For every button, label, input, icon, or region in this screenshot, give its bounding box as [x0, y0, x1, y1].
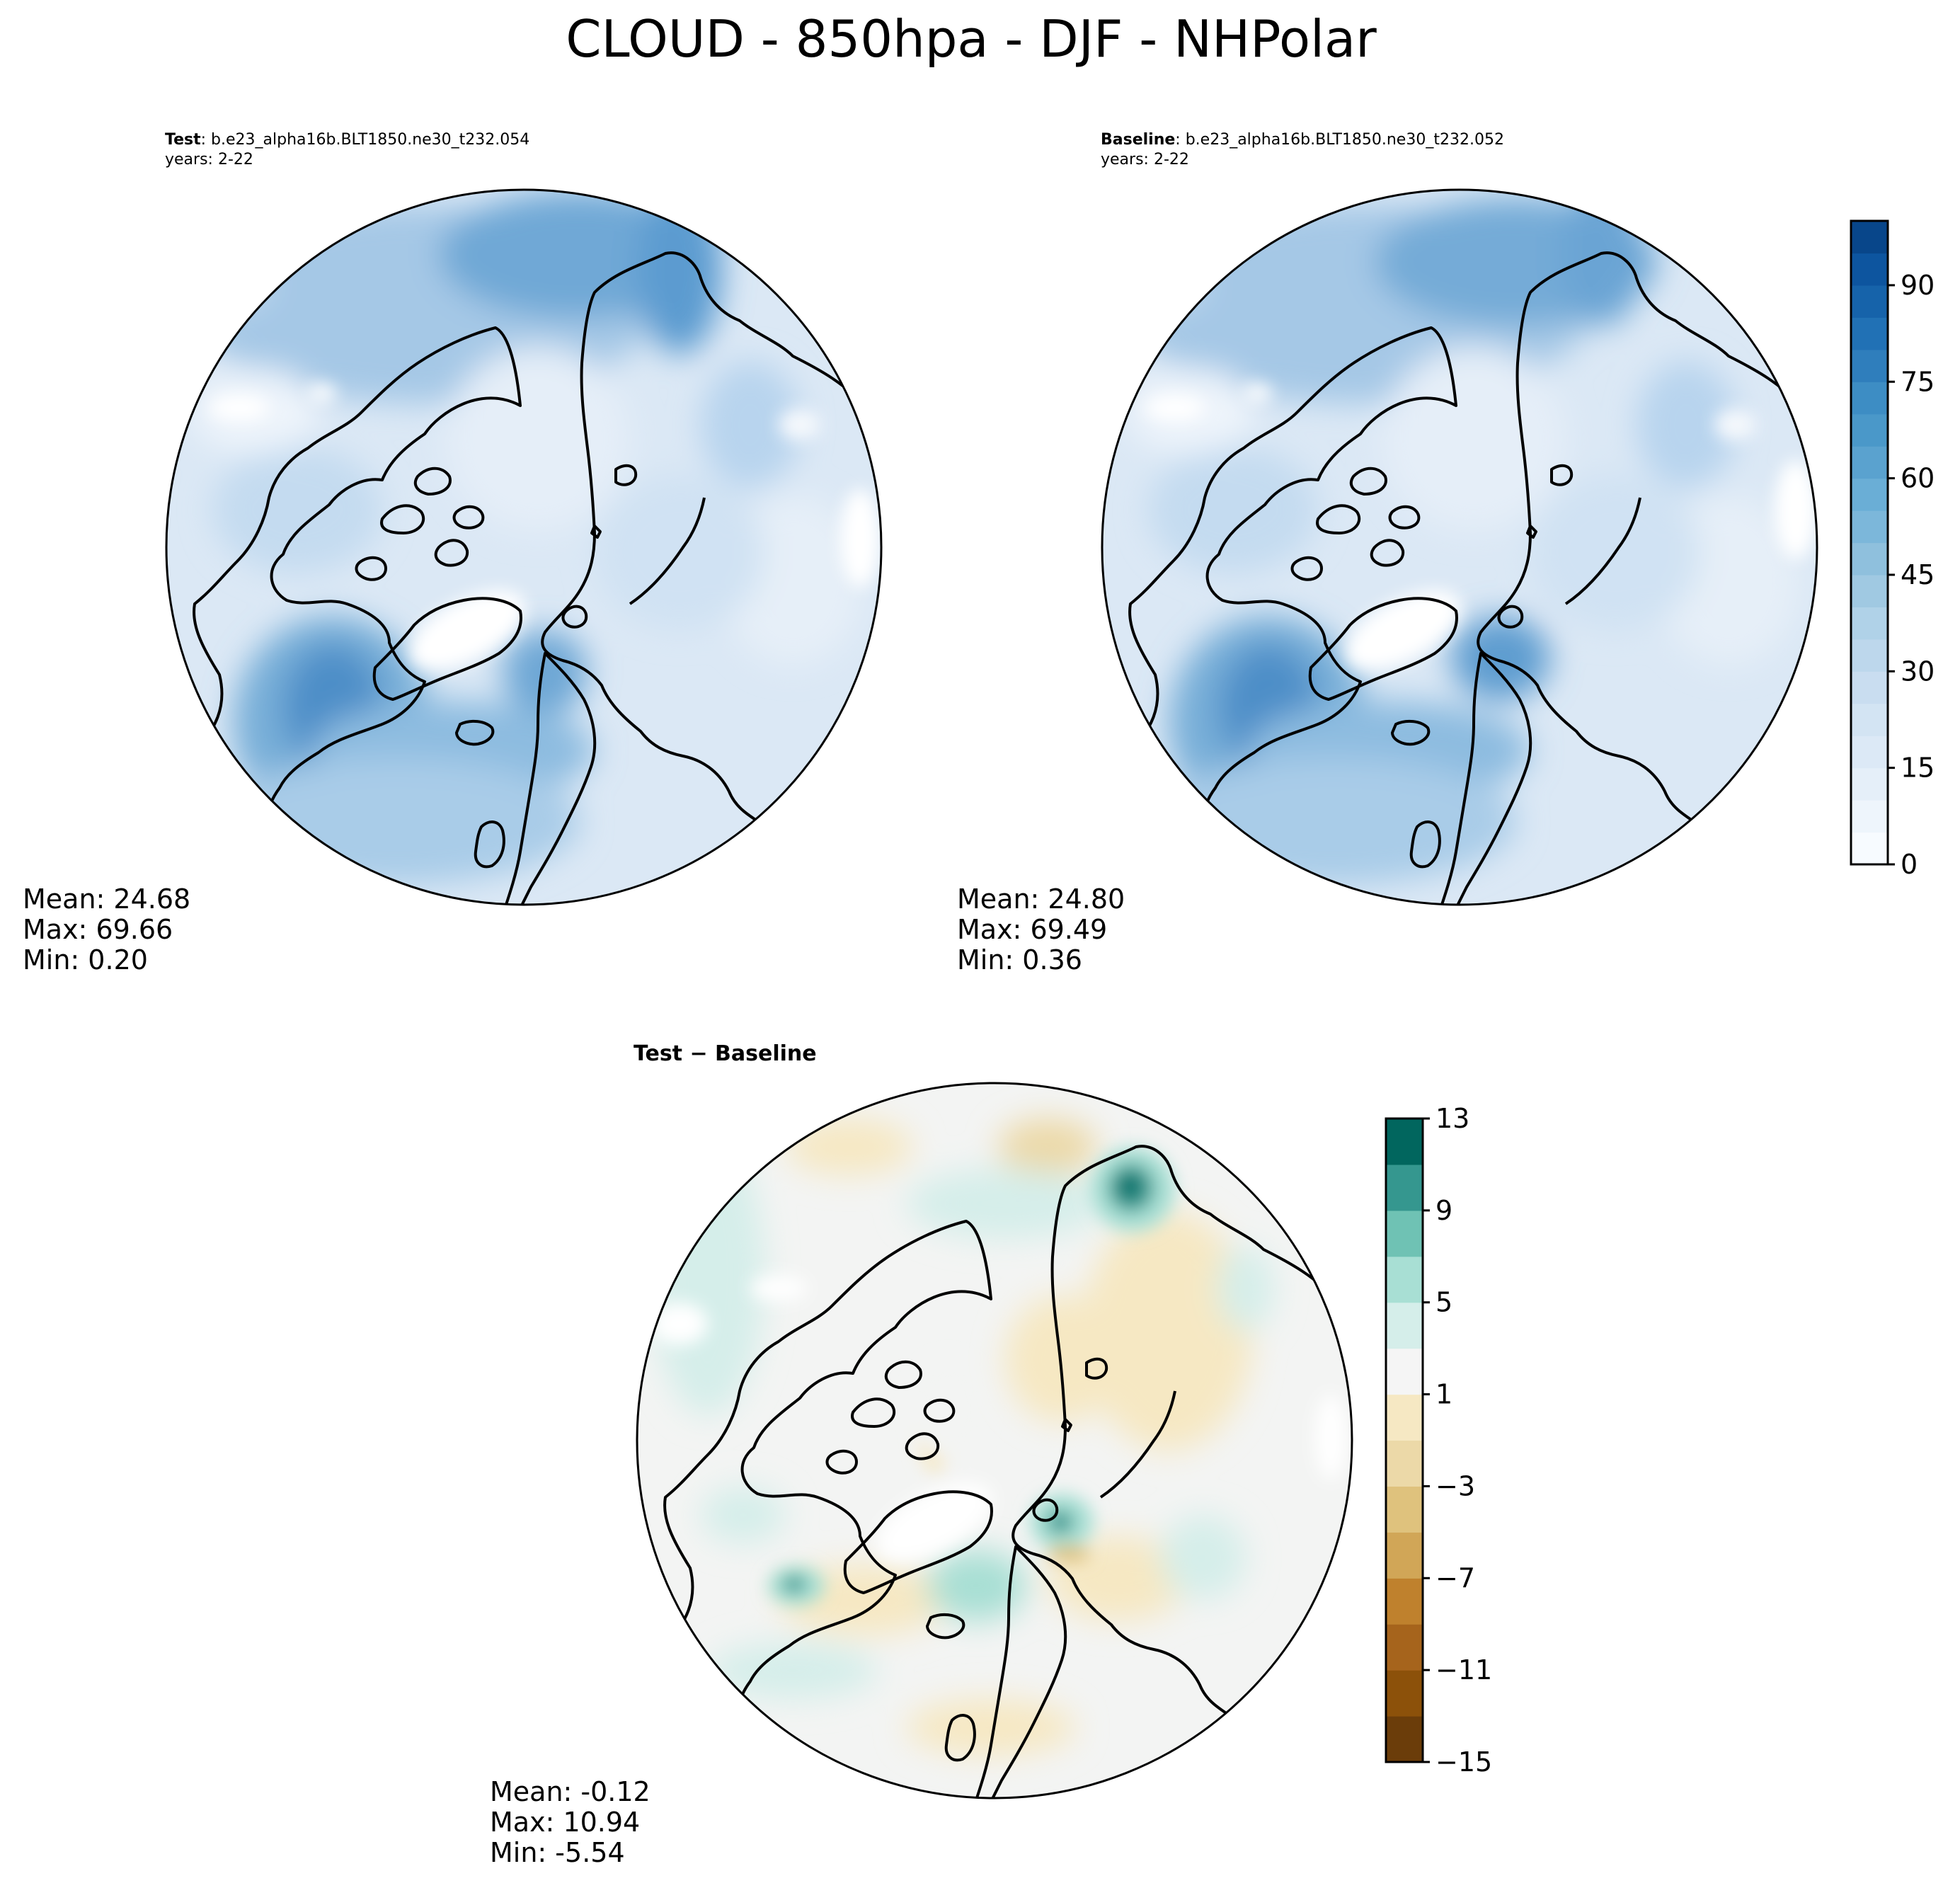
- diff-colorbar-level: [1386, 1670, 1423, 1717]
- diff-panel-label: Test − Baseline: [634, 1041, 817, 1066]
- diff-colorbar-level: [1386, 1486, 1423, 1533]
- diff-colorbar-level: [1386, 1532, 1423, 1579]
- diff-colorbar-ticks: −15 −11 −7 −3 1 5 9 13: [1423, 1103, 1492, 1778]
- baseline-map: [1102, 190, 1817, 905]
- main-colorbar-level: [1851, 832, 1888, 865]
- main-colorbar-tick-label: 30: [1901, 656, 1935, 687]
- diff-colorbar-tick-label: −3: [1435, 1470, 1475, 1501]
- diff-colorbar-level: [1386, 1210, 1423, 1257]
- main-colorbar-level: [1851, 767, 1888, 801]
- baseline-map-boundary: [1101, 188, 1818, 906]
- test-map: [166, 190, 881, 905]
- main-colorbar-level: [1851, 639, 1888, 672]
- main-colorbar-level: [1851, 703, 1888, 736]
- test-map-boundary: [165, 188, 883, 906]
- main-colorbar-level: [1851, 253, 1888, 286]
- main-colorbar-level: [1851, 800, 1888, 833]
- diff-colorbar-swatches: [1386, 1119, 1423, 1763]
- baseline-stat-mean: Mean: 24.80: [957, 883, 1125, 915]
- diff-panel: Test − Baseline: [490, 1041, 1353, 1868]
- diff-stat-min: Min: -5.54: [490, 1837, 625, 1868]
- main-colorbar-swatches: [1851, 221, 1888, 865]
- baseline-panel-label: Baseline: b.e23_alpha16b.BLT1850.ne30_t2…: [1101, 131, 1504, 149]
- main-colorbar-level: [1851, 478, 1888, 511]
- main-colorbar-level: [1851, 446, 1888, 479]
- main-colorbar-tick-label: 60: [1901, 463, 1935, 494]
- diff-colorbar-level: [1386, 1440, 1423, 1487]
- diff-map: [637, 1083, 1352, 1798]
- main-colorbar-ticks: 0 15 30 45 60 75 90: [1888, 270, 1935, 880]
- diff-colorbar-tick-label: 9: [1435, 1195, 1452, 1226]
- main-colorbar-level: [1851, 736, 1888, 769]
- test-label-rest: : b.e23_alpha16b.BLT1850.ne30_t232.054: [201, 131, 530, 149]
- diff-colorbar-level: [1386, 1302, 1423, 1349]
- diff-colorbar-tick-label: 13: [1435, 1103, 1469, 1134]
- main-colorbar-level: [1851, 574, 1888, 607]
- main-colorbar-frame: [1850, 219, 1889, 866]
- diff-colorbar-tick-label: −11: [1435, 1654, 1492, 1686]
- diff-map-boundary: [636, 1082, 1353, 1800]
- main-colorbar-level: [1851, 510, 1888, 544]
- diff-colorbar-level: [1386, 1578, 1423, 1625]
- main-colorbar-level: [1851, 349, 1888, 382]
- main-colorbar-level: [1851, 607, 1888, 640]
- diff-colorbar-frame: [1385, 1117, 1424, 1763]
- diff-colorbar-level: [1386, 1394, 1423, 1441]
- main-colorbar-level: [1851, 382, 1888, 415]
- diff-stat-max: Max: 10.94: [490, 1807, 640, 1838]
- main-colorbar-tick-label: 75: [1901, 366, 1935, 397]
- diff-colorbar-level: [1386, 1624, 1423, 1671]
- test-stat-max: Max: 69.66: [23, 914, 173, 945]
- main-colorbar-level: [1851, 285, 1888, 318]
- diff-colorbar-tick-label: 5: [1435, 1287, 1452, 1318]
- test-label-bold: Test: [165, 131, 201, 149]
- diff-colorbar-level: [1386, 1256, 1423, 1303]
- main-colorbar-level: [1851, 221, 1888, 254]
- baseline-label-bold: Baseline: [1101, 131, 1175, 149]
- diff-colorbar-level: [1386, 1119, 1423, 1165]
- main-colorbar-level: [1851, 671, 1888, 704]
- diff-stat-mean: Mean: -0.12: [490, 1776, 651, 1807]
- diff-colorbar-level: [1386, 1348, 1423, 1395]
- diff-colorbar-level: [1386, 1164, 1423, 1211]
- baseline-stat-max: Max: 69.49: [957, 914, 1107, 945]
- main-colorbar-level: [1851, 317, 1888, 350]
- main-colorbar-level: [1851, 413, 1888, 447]
- main-colorbar-tick-label: 90: [1901, 270, 1935, 301]
- test-panel-years: years: 2-22: [165, 151, 253, 168]
- diff-colorbar-level: [1386, 1716, 1423, 1763]
- main-colorbar-level: [1851, 542, 1888, 576]
- diff-colorbar-tick-label: −15: [1435, 1746, 1492, 1778]
- test-stat-mean: Mean: 24.68: [23, 883, 190, 915]
- test-panel-label: Test: b.e23_alpha16b.BLT1850.ne30_t232.0…: [165, 131, 529, 149]
- diff-colorbar: −15 −11 −7 −3 1 5 9 13: [1385, 1103, 1492, 1778]
- baseline-panel: Baseline: b.e23_alpha16b.BLT1850.ne30_t2…: [957, 131, 1818, 976]
- diff-colorbar-tick-label: −7: [1435, 1562, 1475, 1594]
- diff-colorbar-tick-label: 1: [1435, 1379, 1452, 1410]
- test-panel: Test: b.e23_alpha16b.BLT1850.ne30_t232.0…: [23, 131, 883, 976]
- test-stat-min: Min: 0.20: [23, 944, 148, 976]
- baseline-stat-min: Min: 0.36: [957, 944, 1082, 976]
- figure-title: CLOUD - 850hpa - DJF - NHPolar: [566, 9, 1377, 69]
- main-colorbar-tick-label: 0: [1901, 849, 1918, 880]
- baseline-label-rest: : b.e23_alpha16b.BLT1850.ne30_t232.052: [1175, 131, 1504, 149]
- main-colorbar-tick-label: 15: [1901, 753, 1935, 784]
- main-colorbar: 0 15 30 45 60 75 90: [1850, 219, 1935, 880]
- baseline-panel-years: years: 2-22: [1101, 151, 1189, 168]
- main-colorbar-tick-label: 45: [1901, 559, 1935, 590]
